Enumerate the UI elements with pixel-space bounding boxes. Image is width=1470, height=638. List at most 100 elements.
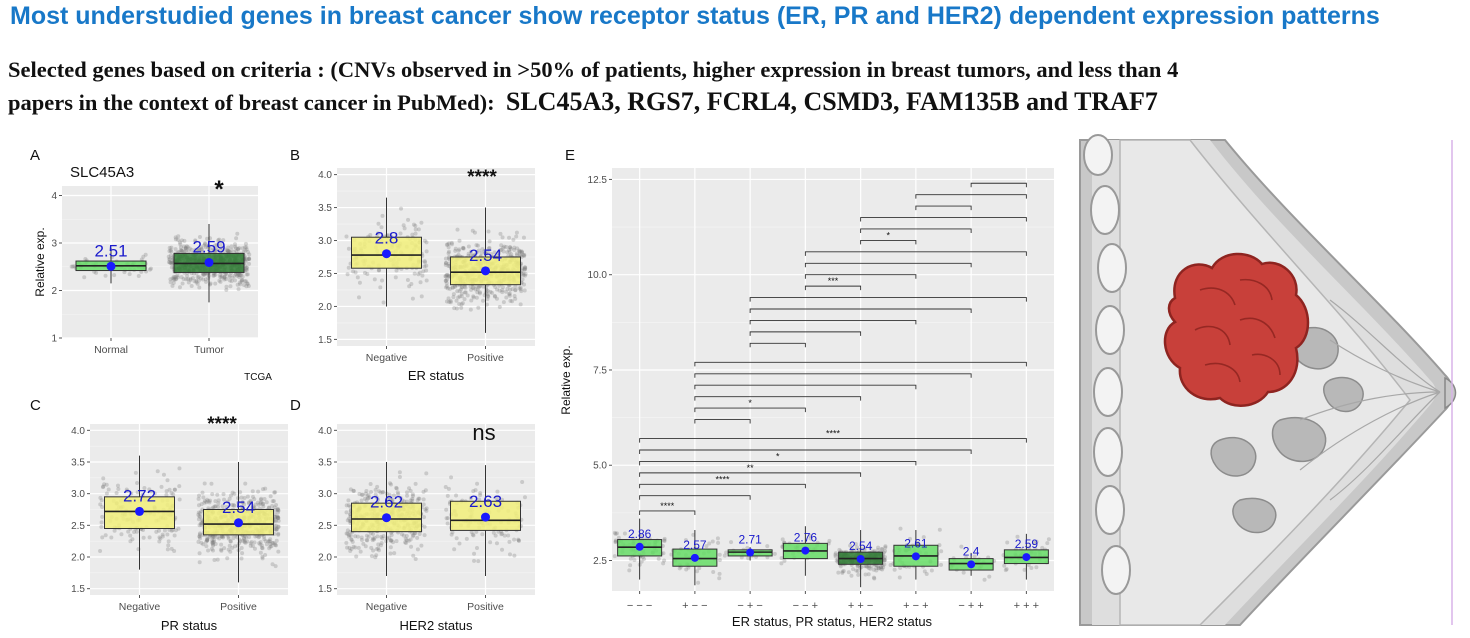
jitter-point: [424, 268, 429, 273]
jitter-point: [929, 568, 934, 573]
jitter-point: [833, 552, 838, 557]
jitter-point: [473, 253, 478, 258]
jitter-point: [211, 247, 216, 252]
jitter-point: [1040, 545, 1045, 550]
jitter-point: [276, 532, 281, 537]
jitter-point: [492, 250, 497, 255]
jitter-point: [267, 505, 272, 510]
jitter-point: [507, 235, 512, 240]
y-tick-label: 2.0: [318, 302, 332, 313]
jitter-point: [364, 488, 369, 493]
jitter-point: [883, 544, 888, 549]
jitter-point: [271, 499, 276, 504]
jitter-point: [205, 497, 210, 502]
jitter-point: [228, 284, 233, 289]
jitter-point: [402, 226, 407, 231]
y-tick-label: 10.0: [588, 270, 608, 281]
significance-label: *: [214, 176, 224, 203]
jitter-point: [639, 559, 644, 564]
jitter-point: [172, 487, 177, 492]
jitter-point: [112, 528, 117, 533]
jitter-point: [258, 542, 263, 547]
mean-label: 2.76: [794, 531, 818, 545]
jitter-point: [368, 531, 373, 536]
jitter-point: [168, 260, 173, 265]
jitter-point: [198, 514, 203, 519]
jitter-point: [516, 538, 521, 543]
jitter-point: [241, 535, 246, 540]
jitter-point: [98, 549, 103, 554]
jitter-point: [359, 538, 364, 543]
jitter-point: [221, 238, 226, 243]
jitter-point: [505, 286, 510, 291]
jitter-point: [465, 293, 470, 298]
jitter-point: [135, 481, 140, 486]
panel-A: 1 2 3 4 2.51 Normal 2.59 Tumor A SLC45A3 TCGA * Rela…: [30, 147, 272, 383]
jitter-point: [255, 500, 260, 505]
jitter-point: [876, 564, 881, 569]
jitter-point: [495, 287, 500, 292]
jitter-point: [345, 531, 350, 536]
jitter-point: [522, 495, 527, 500]
jitter-point: [488, 540, 493, 545]
jitter-point: [444, 285, 449, 290]
y-tick-label: 2: [51, 286, 57, 297]
jitter-point: [907, 536, 912, 541]
y-tick-label: 2.5: [318, 269, 332, 280]
jitter-point: [135, 490, 140, 495]
jitter-point: [177, 497, 182, 502]
jitter-point: [346, 265, 351, 270]
plot-background: [612, 168, 1054, 591]
jitter-point: [447, 241, 452, 246]
jitter-point: [167, 245, 172, 250]
jitter-point: [195, 275, 200, 280]
jitter-point: [366, 492, 371, 497]
jitter-point: [468, 307, 473, 312]
jitter-point: [882, 557, 887, 562]
breast-anatomy-illustration: [1075, 134, 1460, 626]
jitter-point: [186, 249, 191, 254]
jitter-point: [394, 486, 399, 491]
jitter-point: [212, 558, 217, 563]
jitter-point: [468, 249, 473, 254]
mean-point: [106, 261, 116, 271]
x-tick-label: Negative: [119, 601, 161, 613]
jitter-point: [102, 482, 107, 487]
jitter-point: [521, 273, 526, 278]
jitter-point: [201, 495, 206, 500]
jitter-point: [476, 305, 481, 310]
jitter-point: [237, 275, 242, 280]
jitter-point: [462, 297, 467, 302]
jitter-point: [449, 475, 454, 480]
jitter-point: [1045, 541, 1050, 546]
jitter-point: [222, 275, 227, 280]
jitter-point: [612, 554, 617, 559]
jitter-point: [226, 536, 231, 541]
jitter-point: [226, 245, 231, 250]
jitter-point: [199, 540, 204, 545]
jitter-point: [250, 505, 255, 510]
jitter-point: [471, 295, 476, 300]
jitter-point: [208, 281, 213, 286]
jitter-point: [939, 549, 944, 554]
jitter-point: [423, 260, 428, 265]
jitter-point: [396, 492, 401, 497]
jitter-point: [185, 245, 190, 250]
jitter-point: [395, 490, 400, 495]
jitter-point: [229, 279, 234, 284]
jitter-point: [207, 534, 212, 539]
jitter-point: [213, 499, 218, 504]
significance-label: ****: [715, 474, 730, 484]
jitter-point: [363, 544, 368, 549]
data-source-note: TCGA: [244, 372, 272, 383]
jitter-point: [351, 544, 356, 549]
jitter-point: [172, 533, 177, 538]
jitter-point: [179, 248, 184, 253]
jitter-point: [379, 541, 384, 546]
jitter-point: [228, 539, 233, 544]
jitter-point: [244, 265, 249, 270]
jitter-point: [94, 270, 99, 275]
jitter-point: [898, 565, 903, 570]
jitter-point: [457, 238, 462, 243]
jitter-point: [225, 248, 230, 253]
